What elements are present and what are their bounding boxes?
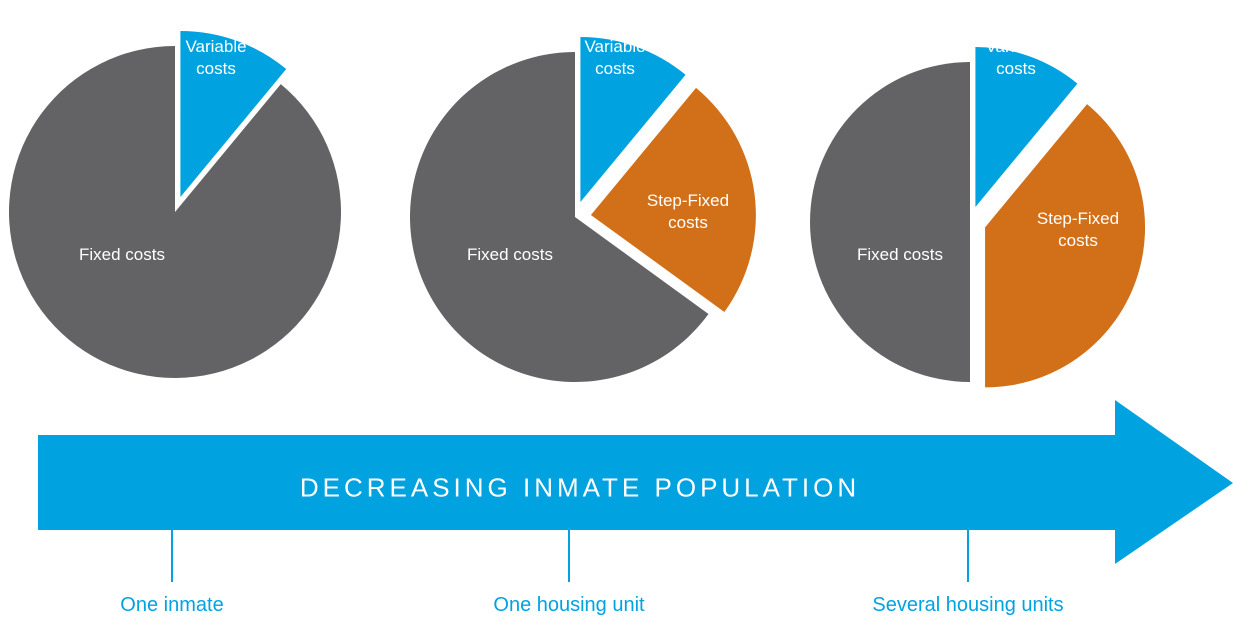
arrow-label: DECREASING INMATE POPULATION [299, 472, 861, 503]
slice-label: Step-Fixed costs [1036, 209, 1120, 250]
pie-slice [409, 52, 709, 383]
stage-label: Several housing units [872, 594, 1064, 616]
pie-slice [985, 104, 1146, 388]
arrow-head [1115, 400, 1233, 564]
slice-label: Variable costs [985, 37, 1047, 78]
pie-slice [580, 36, 686, 202]
pies [8, 30, 1146, 388]
pie-slice [810, 62, 970, 382]
slice-label: Variable costs [185, 37, 247, 78]
pie-slice [180, 30, 287, 197]
stage-label: One housing unit [493, 594, 645, 616]
pie-slice [8, 46, 341, 378]
slice-label: Variable costs [584, 37, 646, 78]
pie-slice [975, 46, 1078, 207]
stage-label: One inmate [120, 594, 224, 616]
slice-label: Fixed costs [467, 245, 553, 264]
arrow-body [38, 435, 1118, 530]
slice-label: Step-Fixed costs [646, 191, 730, 232]
pie-slice [590, 87, 756, 312]
slice-label: Fixed costs [79, 245, 165, 264]
slice-label: Fixed costs [857, 245, 943, 264]
